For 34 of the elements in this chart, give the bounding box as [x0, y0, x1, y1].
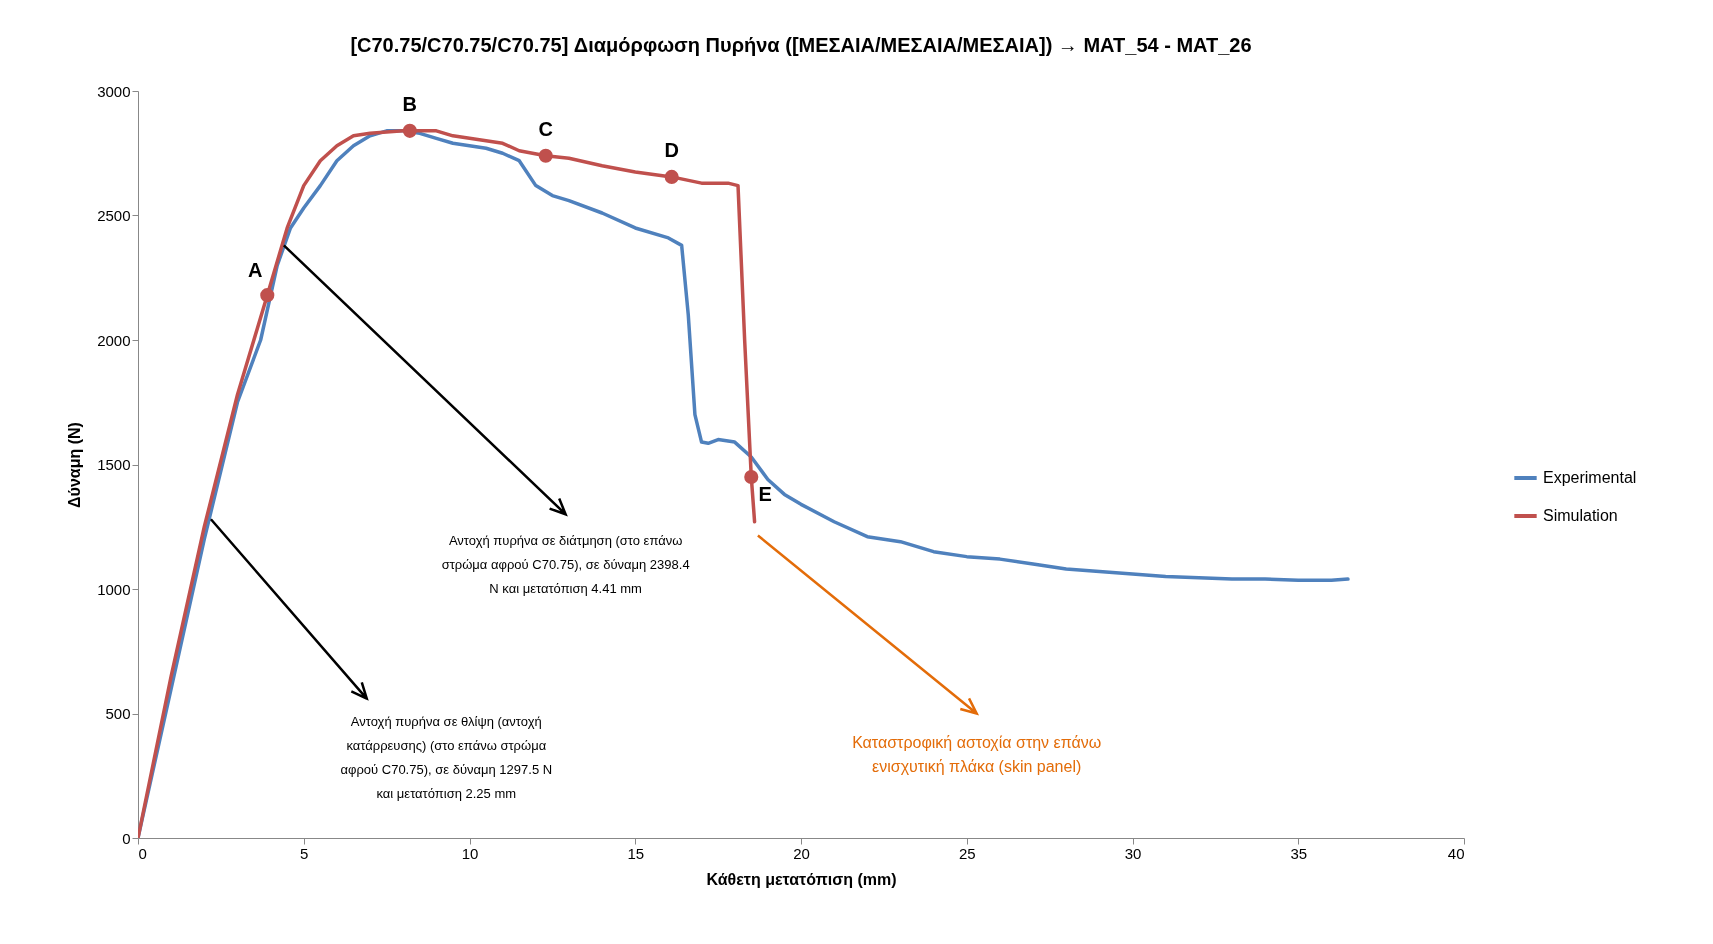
annotation: A: [248, 259, 263, 282]
y-tick-label: 3000: [97, 82, 131, 100]
point: [402, 123, 417, 138]
x-tick-label: 35: [1290, 844, 1308, 862]
x-tick-label: 25: [958, 844, 976, 862]
legend-label: Experimental: [1543, 469, 1637, 486]
point: [538, 148, 553, 163]
y-tick-label: 2000: [97, 331, 131, 349]
x-tick-label: 20: [793, 844, 810, 862]
annotation: Αντοχή πυρήνα σε διάτμηση (στο επάνω στρώμα αφρού C70.75), σε δύναμη 2398.4 N και μετατόπιση 4.41 mm: [441, 533, 690, 597]
x-tick-label: 30: [1124, 844, 1142, 862]
annotation: Αντοχή πυρήνα σε θλίψη (αντοχή κατάρρευσης) (στο επάνω στρώμα αφρού C70.75), σε δύναμη 1297.5 N και μετατόπιση 2.25 mm: [340, 713, 553, 801]
annotation: E: [758, 482, 772, 505]
x-tick-label: 15: [627, 844, 645, 862]
point: [744, 469, 759, 485]
annotation: D: [664, 138, 679, 161]
legend-label: Simulation: [1543, 507, 1618, 524]
point: [664, 169, 679, 184]
y-tick-label: 500: [105, 705, 131, 722]
y-axis-title: Δύναμη (N): [66, 422, 84, 508]
x-axis-title: Κάθετη μετατόπιση (mm): [706, 870, 897, 888]
y-tick-label: 2500: [97, 207, 131, 224]
chart-title: [C70.75/C70.75/C70.75] Διαμόρφωση Πυρήνα ([ΜΕΣΑΙΑ/ΜΕΣΑΙΑ/ΜΕΣΑΙΑ]) → MAT_54 - MAT_26: [350, 34, 1252, 56]
x-tick-label: 5: [300, 844, 309, 862]
y-tick-label: 1000: [97, 580, 131, 598]
annotation: C: [538, 117, 553, 140]
x-tick-label: 0: [138, 844, 147, 862]
x-tick-label: 40: [1447, 844, 1465, 862]
annotation: B: [402, 92, 418, 115]
x-tick-label: 10: [461, 844, 479, 862]
y-tick-label: 1500: [97, 456, 131, 473]
annotation: Καταστροφική αστοχία στην επάνω ενισχυτική πλάκα (skin panel): [852, 733, 1102, 775]
point: [260, 288, 275, 303]
y-tick-label: 0: [122, 829, 131, 847]
